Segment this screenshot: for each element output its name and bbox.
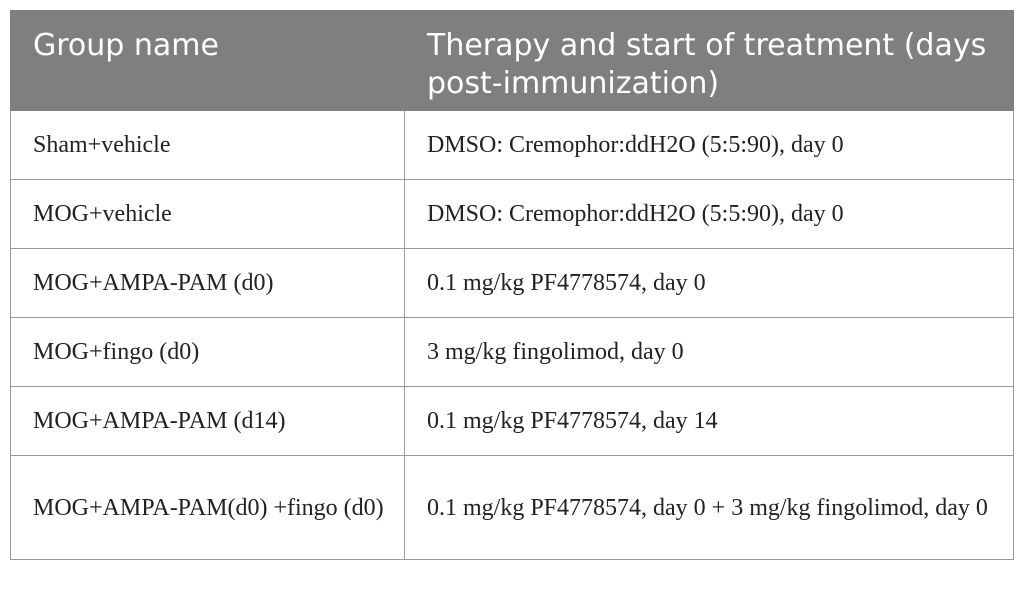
header-group-name: Group name (10, 10, 405, 111)
table-row: Sham+vehicle DMSO: Cremophor:ddH2O (5:5:… (10, 110, 1014, 180)
cell-therapy: DMSO: Cremophor:ddH2O (5:5:90), day 0 (404, 179, 1014, 249)
table-row: MOG+AMPA-PAM (d0) 0.1 mg/kg PF4778574, d… (10, 248, 1014, 318)
cell-group-name: MOG+AMPA-PAM (d0) (10, 248, 405, 318)
cell-therapy: 3 mg/kg fingolimod, day 0 (404, 317, 1014, 387)
cell-therapy: 0.1 mg/kg PF4778574, day 0 (404, 248, 1014, 318)
header-therapy: Therapy and start of treatment (days pos… (404, 10, 1014, 111)
cell-therapy: 0.1 mg/kg PF4778574, day 0 + 3 mg/kg fin… (404, 455, 1014, 560)
cell-therapy: DMSO: Cremophor:ddH2O (5:5:90), day 0 (404, 110, 1014, 180)
cell-group-name: MOG+vehicle (10, 179, 405, 249)
table-row: MOG+fingo (d0) 3 mg/kg fingolimod, day 0 (10, 317, 1014, 387)
cell-group-name: MOG+fingo (d0) (10, 317, 405, 387)
cell-group-name: MOG+AMPA-PAM (d14) (10, 386, 405, 456)
table-row: MOG+vehicle DMSO: Cremophor:ddH2O (5:5:9… (10, 179, 1014, 249)
treatment-groups-table: Group name Therapy and start of treatmen… (10, 10, 1014, 560)
cell-group-name: Sham+vehicle (10, 110, 405, 180)
cell-group-name: MOG+AMPA-PAM(d0) +fingo (d0) (10, 455, 405, 560)
table-row: MOG+AMPA-PAM(d0) +fingo (d0) 0.1 mg/kg P… (10, 455, 1014, 560)
table-row: MOG+AMPA-PAM (d14) 0.1 mg/kg PF4778574, … (10, 386, 1014, 456)
table-header-row: Group name Therapy and start of treatmen… (10, 10, 1014, 111)
cell-therapy: 0.1 mg/kg PF4778574, day 14 (404, 386, 1014, 456)
